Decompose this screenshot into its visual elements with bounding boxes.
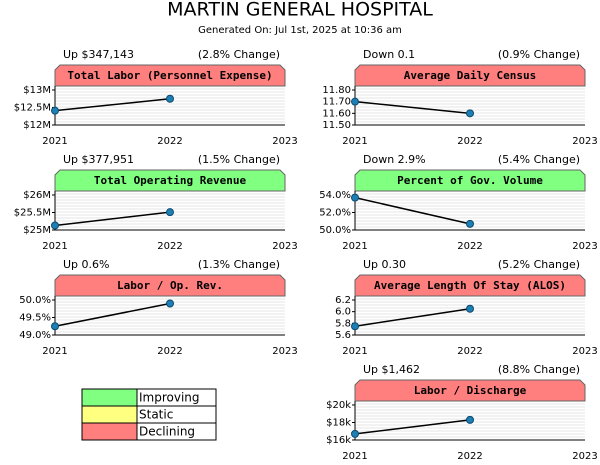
panel-title: Total Operating Revenue bbox=[94, 174, 247, 187]
change-text: Down 0.1 bbox=[363, 48, 415, 61]
change-text: Up $1,462 bbox=[363, 363, 420, 376]
x-tick-label: 2022 bbox=[157, 136, 182, 147]
data-point bbox=[51, 221, 59, 230]
y-tick-label: 6.0 bbox=[335, 307, 351, 318]
x-tick-label: 2022 bbox=[157, 346, 182, 357]
data-point bbox=[166, 94, 174, 103]
y-tick-label: 54.0% bbox=[319, 190, 351, 201]
x-tick-label: 2022 bbox=[457, 136, 482, 147]
panel-title: Total Labor (Personnel Expense) bbox=[67, 69, 272, 82]
panel-title: Labor / Discharge bbox=[414, 384, 527, 397]
data-point bbox=[351, 429, 359, 438]
page-subtitle: Generated On: Jul 1st, 2025 at 10:36 am bbox=[198, 25, 402, 36]
change-pct: (0.9% Change) bbox=[498, 48, 580, 61]
y-tick-label: 5.8 bbox=[335, 318, 351, 329]
y-tick-label: 11.60 bbox=[322, 108, 351, 119]
x-tick-label: 2021 bbox=[342, 451, 367, 462]
x-tick-label: 2023 bbox=[572, 241, 597, 252]
data-point bbox=[351, 97, 359, 106]
x-tick-label: 2021 bbox=[42, 346, 67, 357]
legend-swatch bbox=[81, 422, 138, 441]
y-tick-label: 50.0% bbox=[319, 225, 351, 236]
change-pct: (1.3% Change) bbox=[198, 258, 280, 271]
x-tick-label: 2023 bbox=[572, 136, 597, 147]
data-point bbox=[166, 208, 174, 217]
panel-title: Labor / Op. Rev. bbox=[117, 279, 223, 292]
y-tick-label: 6.2 bbox=[335, 295, 351, 306]
y-tick-label: 49.0% bbox=[19, 330, 51, 341]
change-text: Up $347,143 bbox=[63, 48, 134, 61]
y-tick-label: 52.0% bbox=[319, 208, 351, 219]
change-pct: (5.4% Change) bbox=[498, 153, 580, 166]
change-pct: (2.8% Change) bbox=[198, 48, 280, 61]
legend-cell bbox=[136, 422, 217, 441]
data-line bbox=[354, 419, 471, 435]
change-pct: (5.2% Change) bbox=[498, 258, 580, 271]
data-point bbox=[466, 109, 474, 118]
page-title: MARTIN GENERAL HOSPITAL bbox=[167, 0, 433, 21]
data-line bbox=[354, 100, 471, 115]
data-point bbox=[51, 106, 59, 115]
x-tick-label: 2021 bbox=[342, 241, 367, 252]
data-point bbox=[466, 304, 474, 313]
y-tick-label: $12M bbox=[23, 120, 51, 131]
x-tick-label: 2022 bbox=[157, 241, 182, 252]
x-tick-label: 2023 bbox=[572, 346, 597, 357]
y-tick-label: 5.6 bbox=[335, 330, 351, 341]
data-line bbox=[54, 211, 171, 227]
data-line bbox=[54, 302, 171, 327]
x-tick-label: 2023 bbox=[272, 346, 297, 357]
y-tick-label: $18k bbox=[326, 418, 351, 429]
data-point bbox=[466, 415, 474, 424]
x-tick-label: 2023 bbox=[572, 451, 597, 462]
y-tick-label: $16k bbox=[326, 435, 351, 446]
legend-label: Static bbox=[139, 408, 173, 422]
legend-label: Improving bbox=[139, 391, 200, 405]
y-tick-label: 11.50 bbox=[322, 120, 351, 131]
x-tick-label: 2022 bbox=[457, 451, 482, 462]
x-tick-label: 2022 bbox=[457, 241, 482, 252]
data-line bbox=[354, 196, 471, 225]
x-tick-label: 2023 bbox=[272, 241, 297, 252]
data-point bbox=[51, 322, 59, 331]
data-line bbox=[54, 98, 171, 112]
change-pct: (8.8% Change) bbox=[498, 363, 580, 376]
data-point bbox=[351, 322, 359, 331]
x-tick-label: 2021 bbox=[42, 136, 67, 147]
y-tick-label: $12.5M bbox=[14, 103, 51, 114]
data-point bbox=[166, 299, 174, 308]
y-tick-label: 11.70 bbox=[322, 97, 351, 108]
y-tick-label: $25M bbox=[23, 225, 51, 236]
data-line bbox=[354, 308, 471, 327]
panel-title: Average Daily Census bbox=[404, 69, 536, 82]
y-tick-label: 49.5% bbox=[19, 313, 51, 324]
legend-swatch bbox=[81, 405, 138, 424]
x-tick-label: 2023 bbox=[272, 136, 297, 147]
x-tick-label: 2022 bbox=[457, 346, 482, 357]
change-text: Up 0.30 bbox=[363, 258, 406, 271]
y-tick-label: $26M bbox=[23, 190, 51, 201]
panel-title: Average Length Of Stay (ALOS) bbox=[374, 279, 566, 292]
y-tick-label: 50.0% bbox=[19, 295, 51, 306]
panel-title: Percent of Gov. Volume bbox=[397, 174, 543, 187]
legend-swatch bbox=[81, 388, 138, 407]
change-text: Up $377,951 bbox=[63, 153, 134, 166]
legend-label: Declining bbox=[139, 425, 195, 439]
y-tick-label: 11.80 bbox=[322, 85, 351, 96]
y-tick-label: $25.5M bbox=[14, 208, 51, 219]
x-tick-label: 2021 bbox=[342, 346, 367, 357]
change-text: Down 2.9% bbox=[363, 153, 426, 166]
y-tick-label: $20k bbox=[326, 400, 351, 411]
data-point bbox=[466, 219, 474, 228]
x-tick-label: 2021 bbox=[42, 241, 67, 252]
x-tick-label: 2021 bbox=[342, 136, 367, 147]
change-text: Up 0.6% bbox=[63, 258, 109, 271]
y-tick-label: $13M bbox=[23, 85, 51, 96]
data-point bbox=[351, 193, 359, 202]
change-pct: (1.5% Change) bbox=[198, 153, 280, 166]
